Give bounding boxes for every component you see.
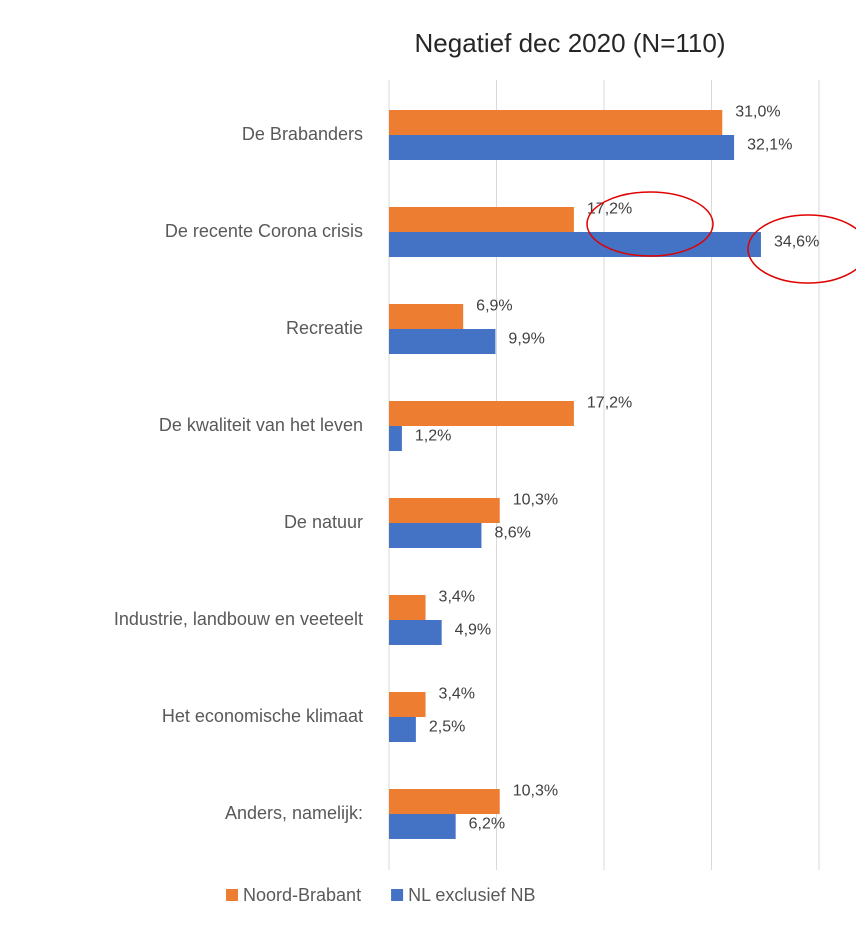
y-tick-label: De recente Corona crisis bbox=[165, 221, 363, 241]
y-tick-label: Anders, namelijk: bbox=[225, 803, 363, 823]
bar bbox=[389, 426, 402, 451]
bar bbox=[389, 717, 416, 742]
data-label: 34,6% bbox=[774, 234, 819, 251]
bar bbox=[389, 620, 442, 645]
grid bbox=[388, 80, 820, 870]
bar bbox=[389, 110, 723, 135]
bar bbox=[389, 135, 735, 160]
y-tick-label: Recreatie bbox=[286, 318, 363, 338]
chart-title: Negatief dec 2020 (N=110) bbox=[415, 28, 726, 58]
bar bbox=[389, 232, 761, 257]
y-tick-label: De Brabanders bbox=[242, 124, 363, 144]
bar bbox=[389, 595, 426, 620]
bar bbox=[389, 207, 574, 232]
bar bbox=[389, 789, 500, 814]
data-label: 9,9% bbox=[508, 331, 544, 348]
annotation-circle bbox=[747, 214, 856, 284]
data-label: 4,9% bbox=[455, 622, 491, 639]
y-tick-label: Het economische klimaat bbox=[162, 706, 363, 726]
data-label: 17,2% bbox=[587, 395, 632, 412]
data-label: 10,3% bbox=[513, 783, 558, 800]
data-label: 3,4% bbox=[439, 686, 475, 703]
bar bbox=[389, 814, 456, 839]
bar bbox=[389, 692, 426, 717]
annotation-circle bbox=[586, 191, 714, 257]
legend-label: NL exclusief NB bbox=[408, 885, 535, 905]
data-label: 2,5% bbox=[429, 719, 465, 736]
data-label: 31,0% bbox=[735, 104, 780, 121]
bars: 31,0%32,1%17,2%34,6%6,9%9,9%17,2%1,2%10,… bbox=[389, 104, 819, 839]
data-label: 6,2% bbox=[469, 816, 505, 833]
legend-label: Noord-Brabant bbox=[243, 885, 361, 905]
y-tick-label: De kwaliteit van het leven bbox=[159, 415, 363, 435]
data-label: 8,6% bbox=[494, 525, 530, 542]
legend-swatch bbox=[391, 889, 404, 901]
bar bbox=[389, 523, 482, 548]
bar bbox=[389, 498, 500, 523]
y-tick-label: De natuur bbox=[284, 512, 363, 532]
bar bbox=[389, 329, 496, 354]
data-label: 32,1% bbox=[747, 137, 792, 154]
bar bbox=[389, 304, 464, 329]
legend-swatch bbox=[226, 889, 238, 901]
data-label: 1,2% bbox=[415, 428, 451, 445]
y-tick-label: Industrie, landbouw en veeteelt bbox=[114, 609, 363, 629]
data-label: 6,9% bbox=[476, 298, 512, 315]
data-label: 10,3% bbox=[513, 492, 558, 509]
bar bbox=[389, 401, 574, 426]
data-label: 3,4% bbox=[439, 589, 475, 606]
